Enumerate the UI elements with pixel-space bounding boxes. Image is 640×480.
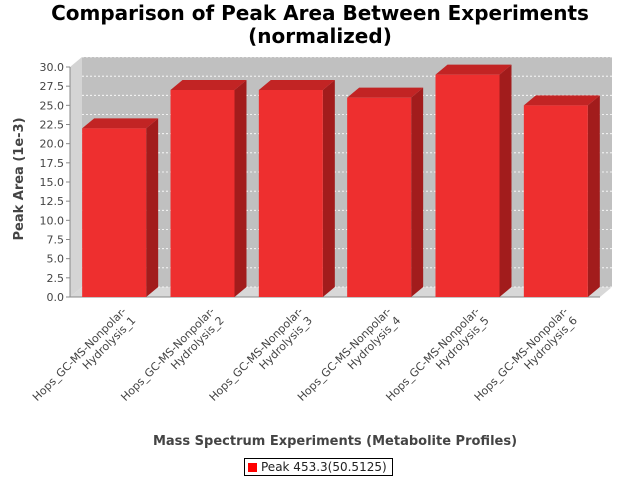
- bar-top: [82, 118, 159, 129]
- y-tick-label: 0.0: [47, 291, 65, 304]
- y-tick-label: 5.0: [47, 253, 65, 266]
- bar-top: [435, 64, 512, 75]
- bar-side: [234, 80, 247, 297]
- bar-top: [170, 80, 247, 90]
- y-tick-label: 2.5: [47, 272, 65, 285]
- bar: [170, 90, 235, 297]
- y-tick-label: 27.5: [40, 80, 65, 93]
- y-tick-labels: 0.0 2.5 5.0 7.5 10.0 12.5 15.0 17.5 20.0 22.5 25.0…: [40, 61, 65, 304]
- bar: [347, 97, 412, 298]
- y-tick-label: 30.0: [40, 61, 65, 74]
- chart-title-line-1: Comparison of Peak Area Between Experime…: [51, 1, 589, 25]
- bar: [82, 128, 147, 297]
- x-tick-labels: Hops_GC-MS-Nonpolar-Hydrolysis_1Hops_GC-…: [30, 305, 580, 404]
- bar-side: [499, 64, 512, 298]
- y-tick-label: 7.5: [47, 234, 65, 247]
- bars: [82, 64, 600, 298]
- axes: [69, 67, 600, 298]
- legend-label: Peak 453.3(50.5125): [261, 460, 387, 474]
- bar: [258, 90, 323, 297]
- bar-side: [587, 95, 600, 297]
- y-tick-label: 15.0: [40, 176, 65, 189]
- chart-title: Comparison of Peak Area Between Experime…: [0, 2, 640, 48]
- y-tick-label: 17.5: [40, 157, 65, 170]
- y-tick-label: 22.5: [40, 119, 65, 132]
- x-tick-label-line: Hops_GC-MS-Nonpolar-: [30, 305, 129, 404]
- x-axis-title: Mass Spectrum Experiments (Metabolite Pr…: [153, 434, 517, 449]
- y-tick-label: 20.0: [40, 138, 65, 151]
- bar: [523, 105, 588, 297]
- gridlines: [66, 56, 612, 298]
- bar: [435, 74, 500, 298]
- bar-side: [322, 80, 335, 297]
- bar-top: [258, 80, 335, 90]
- y-tick-label: 25.0: [40, 99, 65, 112]
- y-tick-label: 12.5: [40, 195, 65, 208]
- plot-side-wall: [70, 57, 82, 297]
- chart-subtitle: (normalized): [248, 24, 392, 48]
- y-axis-title: Peak Area (1e-3): [12, 117, 27, 240]
- bar-top: [347, 87, 424, 98]
- bar-side: [411, 87, 424, 298]
- bar-side: [146, 118, 159, 297]
- legend-swatch: [248, 462, 257, 472]
- y-tick-label: 10.0: [40, 214, 65, 227]
- legend: Peak 453.3(50.5125): [244, 458, 393, 476]
- bar-top: [523, 95, 600, 106]
